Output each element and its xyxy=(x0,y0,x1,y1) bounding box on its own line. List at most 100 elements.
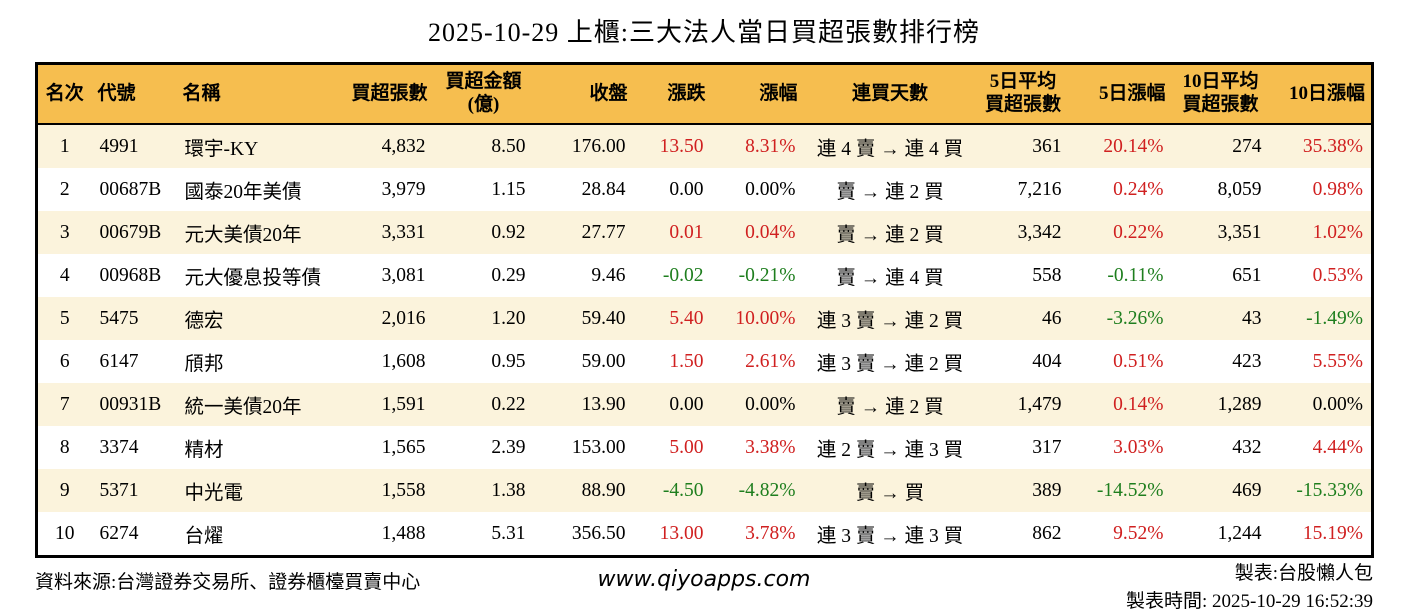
cell-close: 153.00 xyxy=(571,436,626,458)
cell-change: -4.50 xyxy=(633,469,712,512)
cell-pct10: -1.49% xyxy=(1269,297,1373,340)
cell-code: 00931B xyxy=(91,383,177,426)
cell-close: 88.90 xyxy=(533,469,634,512)
cell-net_buy_amt: 1.20 xyxy=(433,297,534,340)
cell-net_buy_vol: 3,331 xyxy=(341,211,434,254)
cell-avg5_vol: 317 xyxy=(1032,436,1062,458)
cell-avg10_vol: 43 xyxy=(1171,297,1270,340)
cell-avg5_vol: 7,216 xyxy=(1017,178,1062,200)
cell-streak: 連 4 賣 → 連 4 買 xyxy=(803,124,977,168)
cell-code: 4991 xyxy=(91,124,177,168)
cell-pct5: 0.51% xyxy=(1113,350,1164,372)
made-timestamp: 製表時間: 2025-10-29 16:52:39 xyxy=(1126,591,1373,612)
cell-avg5_vol: 389 xyxy=(976,469,1070,512)
cell-net_buy_amt: 0.95 xyxy=(491,350,526,372)
cell-avg10_vol: 651 xyxy=(1232,264,1262,286)
cell-change_pct: 2.61% xyxy=(745,350,796,372)
cell-change_pct: 8.31% xyxy=(711,124,804,168)
cell-close: 59.40 xyxy=(533,297,634,340)
cell-net_buy_vol: 3,979 xyxy=(381,178,426,200)
cell-name: 德宏 xyxy=(176,297,342,340)
cell-streak: 連 3 賣 → 連 2 買 xyxy=(803,297,977,340)
cell-code: 6274 xyxy=(99,522,139,544)
table-row: 1 4991 環宇-KY 4,832 8.50 176.00 13.50 8.31% 連 4 賣… xyxy=(36,124,1373,168)
cell-rank: 10 xyxy=(55,522,75,544)
website-url: www.qiyoapps.com xyxy=(597,567,811,592)
cell-code: 6147 xyxy=(99,350,139,372)
cell-avg10_vol: 423 xyxy=(1232,350,1262,372)
cell-close: 13.90 xyxy=(533,383,634,426)
cell-net_buy_vol: 3,081 xyxy=(381,264,426,286)
cell-change: 1.50 xyxy=(669,350,704,372)
column-header-avg10_vol: 10日平均 買超張數 xyxy=(1171,63,1270,125)
data-source-note: 資料來源:台灣證券交易所、證券櫃檯買賣中心 xyxy=(35,572,421,593)
cell-avg10_vol: 3,351 xyxy=(1171,211,1270,254)
cell-close: 59.00 xyxy=(581,350,626,372)
cell-streak: 賣 → 連 4 買 xyxy=(836,268,944,289)
cell-name: 中光電 xyxy=(176,469,342,512)
column-header-name: 名稱 xyxy=(176,63,342,125)
table-row: 10 6274 台燿 1,488 5.31 356.50 13.00 3.78% 連 3 賣 →… xyxy=(37,512,1373,557)
table-row: 8 3374 精材 1,565 2.39 153.00 5.00 3.38% 連 2 賣 → 連… xyxy=(37,426,1373,469)
cell-name: 台燿 xyxy=(184,526,224,547)
cell-avg5_vol: 46 xyxy=(976,297,1070,340)
cell-rank: 1 xyxy=(36,124,92,168)
cell-rank: 9 xyxy=(36,469,92,512)
cell-pct10: 35.38% xyxy=(1269,124,1373,168)
cell-net_buy_amt: 5.31 xyxy=(491,522,526,544)
column-header-change_pct: 漲幅 xyxy=(711,63,804,125)
cell-change_pct: 0.00% xyxy=(745,178,796,200)
cell-pct10: 4.44% xyxy=(1312,436,1363,458)
cell-change_pct: 0.04% xyxy=(711,211,804,254)
cell-change_pct: -0.21% xyxy=(738,264,796,286)
cell-code: 00679B xyxy=(91,211,177,254)
cell-pct5: -3.26% xyxy=(1069,297,1172,340)
cell-change_pct: 10.00% xyxy=(711,297,804,340)
column-header-net_buy_amt: 買超金額 (億) xyxy=(433,63,534,125)
cell-net_buy_amt: 8.50 xyxy=(433,124,534,168)
cell-pct5: 0.24% xyxy=(1113,178,1164,200)
column-header-pct5: 5日漲幅 xyxy=(1069,63,1172,125)
cell-close: 356.50 xyxy=(571,522,626,544)
cell-rank: 8 xyxy=(59,436,70,458)
cell-change: 0.00 xyxy=(669,178,704,200)
cell-name: 國泰20年美債 xyxy=(184,182,302,203)
cell-avg10_vol: 1,289 xyxy=(1171,383,1270,426)
cell-code: 5371 xyxy=(91,469,177,512)
cell-change: 13.00 xyxy=(659,522,704,544)
column-header-code: 代號 xyxy=(91,63,177,125)
cell-rank: 2 xyxy=(59,178,70,200)
cell-close: 9.46 xyxy=(591,264,626,286)
cell-pct5: 3.03% xyxy=(1113,436,1164,458)
cell-streak: 連 2 賣 → 連 3 買 xyxy=(816,440,964,461)
cell-pct10: 15.19% xyxy=(1302,522,1363,544)
cell-rank: 3 xyxy=(36,211,92,254)
cell-pct5: 20.14% xyxy=(1069,124,1172,168)
column-header-avg5_vol: 5日平均 買超張數 xyxy=(976,63,1070,125)
cell-name: 精材 xyxy=(184,440,224,461)
cell-net_buy_vol: 2,016 xyxy=(341,297,434,340)
cell-avg5_vol: 404 xyxy=(1032,350,1062,372)
cell-pct5: -0.11% xyxy=(1107,264,1164,286)
cell-net_buy_amt: 0.92 xyxy=(433,211,534,254)
cell-streak: 賣 → 買 xyxy=(803,469,977,512)
cell-pct5: -14.52% xyxy=(1069,469,1172,512)
cell-pct5: 0.14% xyxy=(1069,383,1172,426)
table-row: 2 00687B 國泰20年美債 3,979 1.15 28.84 0.00 0.00% 賣 →… xyxy=(37,168,1373,211)
column-header-net_buy_vol: 買超張數 xyxy=(341,63,434,125)
cell-change_pct: -4.82% xyxy=(711,469,804,512)
cell-avg10_vol: 432 xyxy=(1232,436,1262,458)
cell-change_pct: 3.38% xyxy=(745,436,796,458)
cell-net_buy_amt: 1.38 xyxy=(433,469,534,512)
cell-streak: 連 3 賣 → 連 3 買 xyxy=(816,526,964,547)
cell-streak: 賣 → 連 2 買 xyxy=(803,211,977,254)
table-body: 1 4991 環宇-KY 4,832 8.50 176.00 13.50 8.31% 連 4 賣… xyxy=(36,124,1373,557)
cell-streak: 賣 → 連 2 買 xyxy=(803,383,977,426)
cell-net_buy_vol: 1,488 xyxy=(381,522,426,544)
table-header-row: 名次 代號 名稱 買超張數 買超金額 (億) 收盤 漲跌 漲幅 連買天數 5日平均 買超張數 5日漲… xyxy=(36,63,1373,125)
cell-net_buy_vol: 1,591 xyxy=(341,383,434,426)
cell-rank: 5 xyxy=(36,297,92,340)
column-header-close: 收盤 xyxy=(533,63,634,125)
cell-name: 頎邦 xyxy=(184,354,224,375)
